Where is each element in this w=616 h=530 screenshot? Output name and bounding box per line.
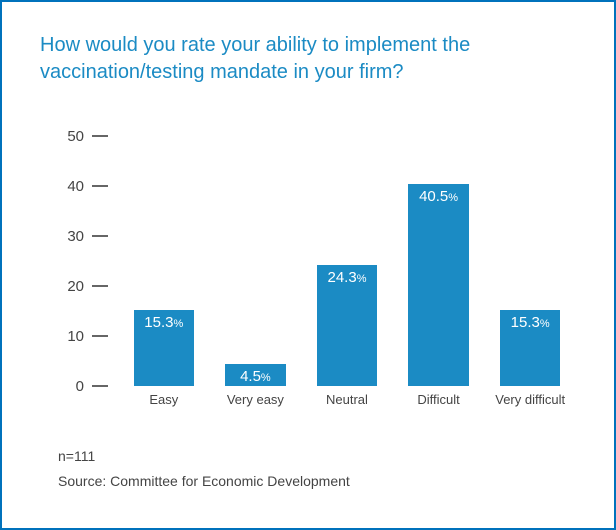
y-tick-label: 40 [58, 178, 84, 195]
y-tick-label: 20 [58, 278, 84, 295]
bar-slot: 24.3% [301, 136, 393, 386]
bar: 4.5% [225, 364, 285, 387]
y-tick-label: 0 [58, 378, 84, 395]
bar-value-label: 15.3% [134, 314, 194, 331]
bar-slot: 4.5% [210, 136, 302, 386]
y-tick-label: 50 [58, 128, 84, 145]
bar-value-label: 4.5% [225, 368, 285, 385]
y-tick-mark [92, 235, 108, 237]
x-axis-labels: EasyVery easyNeutralDifficultVery diffic… [118, 388, 576, 416]
bar: 24.3% [317, 265, 377, 387]
bar: 15.3% [500, 310, 560, 387]
bar-slot: 15.3% [118, 136, 210, 386]
bar: 40.5% [408, 184, 468, 387]
y-tick-mark [92, 385, 108, 387]
bar-slot: 15.3% [484, 136, 576, 386]
x-label: Neutral [301, 388, 393, 416]
x-label: Difficult [393, 388, 485, 416]
y-tick-mark [92, 335, 108, 337]
bar-slot: 40.5% [393, 136, 485, 386]
y-tick-mark [92, 285, 108, 287]
y-tick-label: 30 [58, 228, 84, 245]
chart-card: How would you rate your ability to imple… [0, 0, 616, 530]
x-label: Very difficult [484, 388, 576, 416]
plot-area: 01020304050 15.3%4.5%24.3%40.5%15.3% Eas… [58, 136, 576, 416]
x-label: Easy [118, 388, 210, 416]
y-tick-mark [92, 135, 108, 137]
chart-title: How would you rate your ability to imple… [40, 32, 540, 86]
bar-value-label: 24.3% [317, 269, 377, 286]
chart-footer: n=111 Source: Committee for Economic Dev… [58, 444, 576, 494]
y-tick-label: 10 [58, 328, 84, 345]
bar-value-label: 40.5% [408, 188, 468, 205]
x-label: Very easy [210, 388, 302, 416]
source-line: Source: Committee for Economic Developme… [58, 469, 576, 494]
bar: 15.3% [134, 310, 194, 387]
y-axis: 01020304050 [58, 136, 118, 386]
bar-value-label: 15.3% [500, 314, 560, 331]
sample-size: n=111 [58, 444, 576, 469]
bars-container: 15.3% 4.5% 24.3% 40.5% 15.3% [118, 136, 576, 386]
y-tick-mark [92, 185, 108, 187]
